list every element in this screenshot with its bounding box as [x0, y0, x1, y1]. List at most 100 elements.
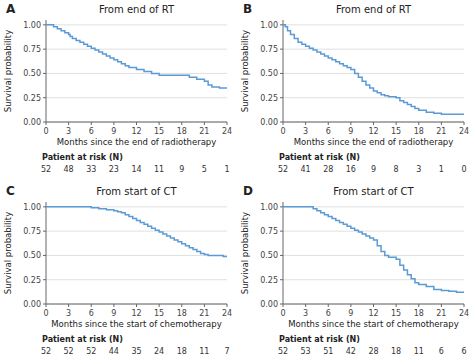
chart-title: From end of RT	[99, 4, 175, 15]
x-tick-label: 12	[131, 127, 141, 136]
risk-number: 33	[86, 165, 96, 174]
grid-line	[46, 24, 227, 25]
risk-number: 52	[278, 165, 288, 174]
x-tick-label: 0	[43, 309, 48, 318]
y-tick-label: 0.75	[260, 227, 278, 236]
risk-number: 3	[416, 165, 421, 174]
y-tick-label: 0.25	[260, 276, 278, 285]
x-tick-label: 24	[459, 309, 469, 318]
risk-number: 0	[461, 165, 466, 174]
y-tick-label: 0.00	[260, 300, 278, 309]
risk-table-title: Patient at risk (N)	[42, 335, 123, 344]
y-tick-label: 0.75	[23, 45, 41, 54]
risk-number: 35	[131, 347, 141, 356]
x-tick-label: 21	[199, 127, 209, 136]
x-axis-line	[283, 122, 464, 123]
y-axis-line	[283, 20, 284, 122]
y-axis-label: Survival probability	[3, 30, 13, 112]
grid-line	[46, 49, 227, 50]
x-tick-label: 0	[43, 127, 48, 136]
panel: CFrom start of CT0.000.250.500.751.00036…	[3, 184, 232, 356]
y-axis-label: Survival probability	[240, 30, 250, 112]
risk-number: 18	[177, 347, 187, 356]
panel-label: D	[243, 184, 253, 198]
grid-line	[46, 73, 227, 74]
x-tick-label: 3	[66, 127, 71, 136]
x-tick-label: 18	[414, 127, 424, 136]
x-tick-label: 0	[280, 127, 285, 136]
grid-line	[283, 231, 464, 232]
risk-number: 41	[301, 165, 311, 174]
grid-line	[46, 255, 227, 256]
x-tick-label: 15	[391, 309, 401, 318]
risk-number: 52	[41, 347, 51, 356]
risk-table-title: Patient at risk (N)	[279, 153, 360, 162]
y-tick-label: 1.00	[260, 21, 278, 30]
risk-number: 42	[346, 347, 356, 356]
step-curve	[283, 25, 464, 114]
risk-number: 18	[391, 347, 401, 356]
x-tick-label: 24	[459, 127, 469, 136]
x-tick-label: 18	[414, 309, 424, 318]
y-tick-label: 0.50	[23, 251, 41, 260]
x-axis-label: Months since the end of radiotherapy	[294, 137, 454, 147]
x-tick-label: 12	[368, 309, 378, 318]
y-tick-label: 0.25	[260, 94, 278, 103]
risk-table-title: Patient at risk (N)	[42, 153, 123, 162]
risk-number: 1	[439, 165, 444, 174]
risk-number: 53	[301, 347, 311, 356]
panel-label: A	[6, 2, 16, 16]
panel: AFrom end of RT0.000.250.500.751.0003691…	[3, 2, 232, 174]
y-tick-label: 0.00	[23, 118, 41, 127]
data-group	[46, 207, 227, 257]
risk-number: 48	[64, 165, 74, 174]
panel: DFrom start of CT0.000.250.500.751.00036…	[240, 184, 469, 356]
y-axis-line	[46, 20, 47, 122]
x-tick-label: 3	[303, 309, 308, 318]
risk-table-title: Patient at risk (N)	[279, 335, 360, 344]
grid-line	[46, 304, 227, 305]
y-axis-line	[283, 202, 284, 304]
risk-number: 5	[202, 165, 207, 174]
step-curve	[46, 25, 227, 88]
risk-table: Patient at risk (N)524833231411951	[41, 153, 230, 174]
step-curve	[283, 207, 464, 292]
x-tick-label: 6	[89, 309, 94, 318]
x-tick-label: 6	[326, 127, 331, 136]
risk-table: Patient at risk (N)5241281698310	[278, 153, 467, 174]
grid-line	[46, 231, 227, 232]
x-axis-label: Months since the start of chemotherapy	[51, 319, 221, 329]
x-tick-label: 24	[222, 127, 232, 136]
x-axis-label: Months since the start of chemotherapy	[288, 319, 458, 329]
grid-line	[46, 122, 227, 123]
risk-number: 16	[346, 165, 356, 174]
panel-label: B	[243, 2, 252, 16]
chart-figure: A From end of RT 0.00 0.25 0.50 0.75 1.00 0 3 6 9 1…	[0, 0, 474, 364]
y-tick-label: 1.00	[23, 21, 41, 30]
y-tick-label: 1.00	[260, 203, 278, 212]
risk-number: 9	[179, 165, 184, 174]
risk-number: 8	[394, 165, 399, 174]
grid-line	[283, 24, 464, 25]
risk-number: 51	[323, 347, 333, 356]
x-axis-line	[283, 304, 464, 305]
risk-number: 28	[368, 347, 378, 356]
x-tick-label: 15	[154, 309, 164, 318]
grid-line	[283, 279, 464, 280]
y-tick-label: 0.00	[23, 300, 41, 309]
x-tick-label: 6	[326, 309, 331, 318]
x-tick-label: 18	[177, 309, 187, 318]
chart-title: From end of RT	[336, 4, 412, 15]
y-axis-label: Survival probability	[240, 212, 250, 294]
chart-title: From start of CT	[333, 186, 414, 197]
risk-table: Patient at risk (N)52525244352418117	[41, 335, 230, 356]
x-tick-label: 12	[131, 309, 141, 318]
risk-number: 6	[439, 347, 444, 356]
chart-title: From start of CT	[96, 186, 177, 197]
y-tick-label: 0.50	[23, 69, 41, 78]
x-tick-label: 6	[89, 127, 94, 136]
risk-number: 11	[154, 165, 164, 174]
x-tick-label: 15	[391, 127, 401, 136]
y-tick-label: 0.25	[23, 276, 41, 285]
x-tick-label: 15	[154, 127, 164, 136]
